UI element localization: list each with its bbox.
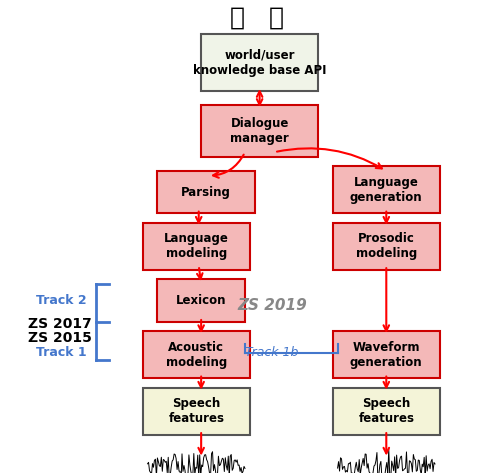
FancyBboxPatch shape xyxy=(201,35,318,91)
Text: Speech
features: Speech features xyxy=(358,397,414,425)
Text: Language
generation: Language generation xyxy=(350,176,422,204)
FancyBboxPatch shape xyxy=(333,166,440,213)
Text: 🤖: 🤖 xyxy=(269,6,284,30)
Text: Track 1b: Track 1b xyxy=(245,346,298,359)
Text: Waveform
generation: Waveform generation xyxy=(350,341,422,369)
Text: ZS 2019: ZS 2019 xyxy=(237,298,307,313)
Text: Acoustic
modeling: Acoustic modeling xyxy=(166,341,227,369)
Text: Language
modeling: Language modeling xyxy=(164,232,229,260)
FancyBboxPatch shape xyxy=(333,223,440,270)
Text: Dialogue
manager: Dialogue manager xyxy=(230,117,289,145)
FancyBboxPatch shape xyxy=(143,223,250,270)
Text: Track 2: Track 2 xyxy=(36,294,87,307)
FancyBboxPatch shape xyxy=(333,388,440,435)
Text: 🗄: 🗄 xyxy=(230,6,245,30)
Text: ZS 2017: ZS 2017 xyxy=(28,317,92,331)
FancyBboxPatch shape xyxy=(157,279,245,322)
FancyBboxPatch shape xyxy=(333,331,440,378)
FancyBboxPatch shape xyxy=(201,105,318,157)
Text: ZS 2015: ZS 2015 xyxy=(28,331,92,346)
Text: Speech
features: Speech features xyxy=(168,397,224,425)
FancyBboxPatch shape xyxy=(143,388,250,435)
FancyBboxPatch shape xyxy=(143,331,250,378)
Text: Lexicon: Lexicon xyxy=(176,294,226,307)
Text: world/user
knowledge base API: world/user knowledge base API xyxy=(193,49,326,77)
Text: Prosodic
modeling: Prosodic modeling xyxy=(356,232,417,260)
Text: Parsing: Parsing xyxy=(181,186,231,199)
FancyBboxPatch shape xyxy=(157,171,255,213)
Text: Track 1: Track 1 xyxy=(36,346,87,359)
